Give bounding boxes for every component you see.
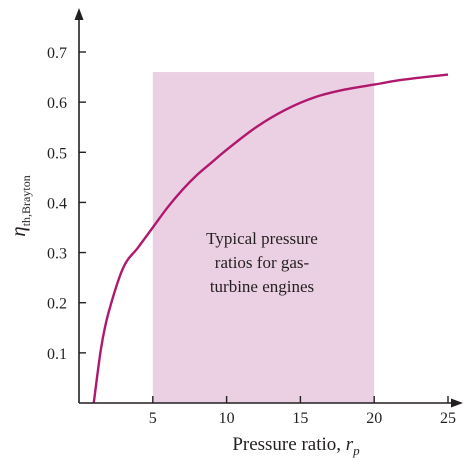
- x-axis-arrow: [451, 398, 463, 408]
- efficiency-curve: [92, 73, 449, 404]
- x-axis-title-text: Pressure ratio,: [232, 434, 345, 455]
- annotation-line: ratios for gas-: [215, 253, 310, 272]
- y-tick-label: 0.7: [47, 45, 67, 62]
- x-ticks: 5 10 15 20 25: [149, 396, 456, 427]
- annotation-line: turbine engines: [210, 277, 314, 296]
- annotation: Typical pressure ratios for gas- turbine…: [206, 229, 318, 296]
- y-tick-label: 0.5: [47, 145, 67, 162]
- x-axis-title: Pressure ratio, rp: [232, 434, 360, 458]
- x-tick-label: 20: [366, 410, 382, 427]
- y-axis-title-symbol: η: [6, 226, 30, 236]
- x-axis-title-subscript: p: [352, 443, 360, 458]
- y-tick-label: 0.1: [47, 346, 67, 363]
- x-tick-label: 15: [292, 410, 308, 427]
- y-tick-label: 0.6: [47, 95, 67, 112]
- y-axis-arrow: [74, 8, 84, 20]
- y-axis-title-subscript: th,Brayton: [19, 175, 33, 226]
- y-tick-label: 0.4: [47, 195, 67, 212]
- shaded-region: [152, 72, 375, 404]
- y-tick-label: 0.3: [47, 246, 67, 263]
- annotation-line: Typical pressure: [206, 229, 318, 248]
- y-axis-title: ηth,Brayton: [6, 175, 33, 236]
- x-tick-label: 10: [219, 410, 235, 427]
- y-ticks: 0.1 0.2 0.3 0.4 0.5 0.6 0.7: [47, 45, 86, 363]
- x-axis-title-symbol: r: [346, 434, 354, 455]
- x-tick-label: 5: [149, 410, 157, 427]
- x-tick-label: 25: [440, 410, 456, 427]
- y-tick-label: 0.2: [47, 296, 67, 313]
